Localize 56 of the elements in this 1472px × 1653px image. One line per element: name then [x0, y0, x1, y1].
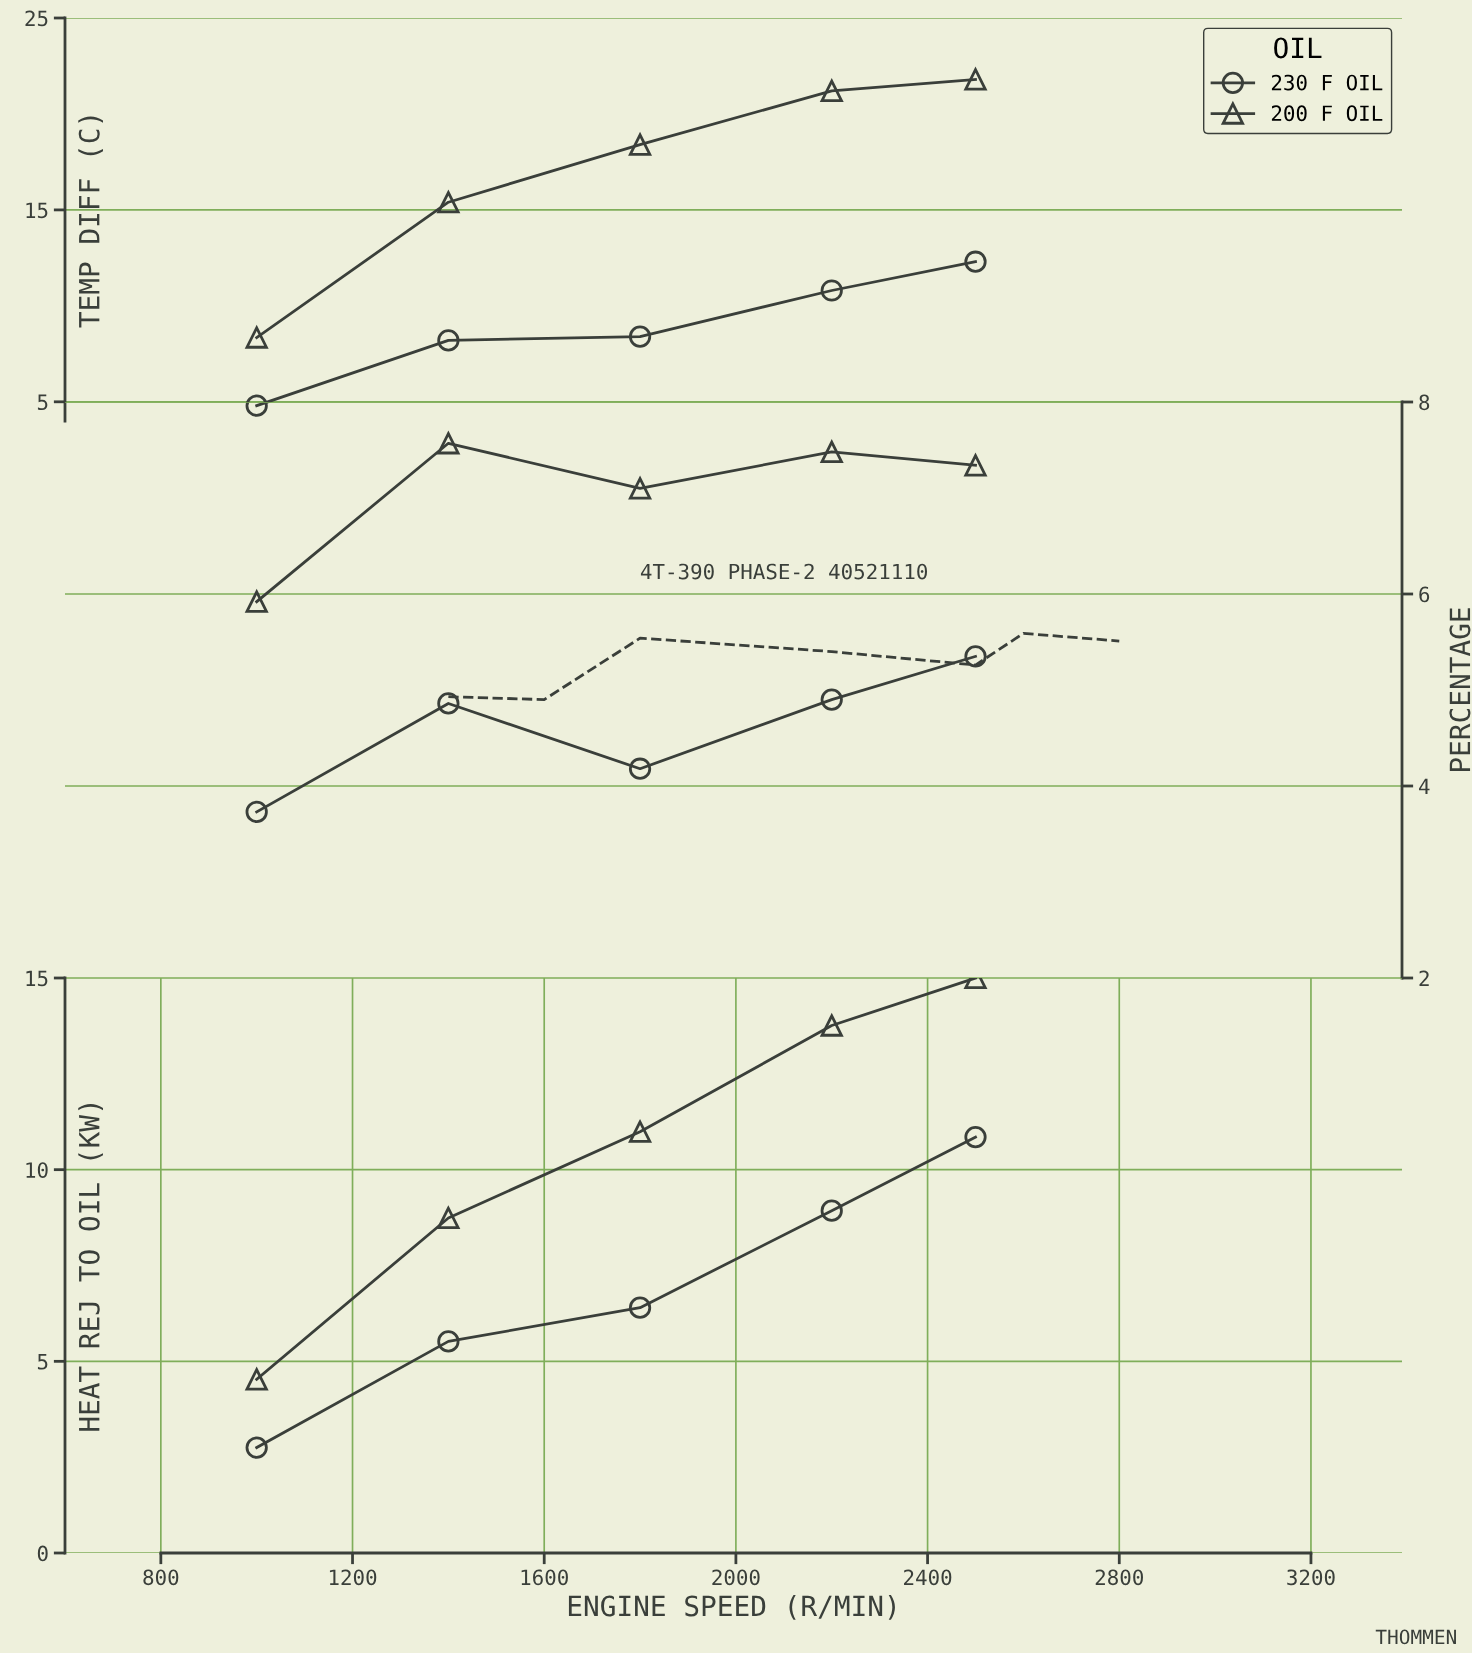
x-tick-label: 2800	[1095, 1569, 1143, 1586]
point	[820, 440, 843, 464]
y-tick-label: 15	[26, 970, 48, 987]
x-tick-label: 1600	[521, 1569, 568, 1586]
point	[628, 757, 652, 780]
point	[820, 688, 843, 711]
y-tick-label: 5	[37, 1354, 48, 1370]
point	[628, 325, 652, 348]
point	[820, 279, 843, 302]
x-tick-label: 2000	[712, 1569, 760, 1586]
legend-title: OIL	[1274, 37, 1322, 59]
point	[245, 394, 268, 417]
legend-label: 230 F OIL	[1271, 74, 1383, 91]
text: THOMMEN	[1375, 1629, 1456, 1645]
point	[437, 191, 460, 214]
y-axis-title: HEAT REJ TO OIL (KW)	[78, 1104, 103, 1431]
x-tick-label: 800	[143, 1569, 179, 1586]
y-tick-label: 0	[37, 1545, 48, 1562]
point	[628, 477, 652, 500]
point	[245, 1368, 268, 1391]
point	[964, 250, 987, 273]
point	[628, 1296, 652, 1319]
point	[964, 1125, 987, 1149]
point	[964, 454, 987, 477]
point	[245, 326, 268, 349]
point	[437, 692, 460, 715]
point	[245, 800, 268, 824]
y-tick-label: 6	[1419, 586, 1430, 603]
legend-label: 200 F OIL	[1271, 105, 1383, 122]
y-tick-label: 8	[1419, 394, 1430, 411]
point	[437, 329, 460, 352]
point	[628, 1120, 652, 1143]
annotation: 4T-390 PHASE-2 40521110	[640, 563, 928, 580]
point	[437, 432, 460, 455]
point	[820, 1014, 843, 1037]
point	[820, 1199, 843, 1222]
x-axis-title: ENGINE SPEED (R/MIN)	[568, 1594, 895, 1620]
y-tick-label: 4	[1419, 778, 1430, 794]
point	[820, 79, 843, 103]
y-tick-label: 5	[37, 394, 48, 411]
y-tick-label: 15	[26, 202, 48, 219]
x-tick-label: 3200	[1287, 1569, 1335, 1586]
point	[964, 645, 987, 668]
x-tick-label: 2400	[904, 1569, 952, 1586]
point	[244, 588, 269, 613]
y-axis-title: TEMP DIFF (C)	[78, 116, 103, 328]
y-tick-label: 25	[25, 10, 48, 27]
x-tick-label: 1200	[329, 1569, 377, 1586]
y-tick-label: 10	[26, 1162, 48, 1178]
point	[245, 1436, 268, 1459]
point	[437, 1206, 460, 1230]
point	[437, 1330, 460, 1353]
y-tick-label: 2	[1419, 970, 1429, 986]
point	[964, 68, 987, 91]
y-axis-title: PERCENTAGE	[1449, 608, 1471, 771]
point	[628, 131, 652, 156]
